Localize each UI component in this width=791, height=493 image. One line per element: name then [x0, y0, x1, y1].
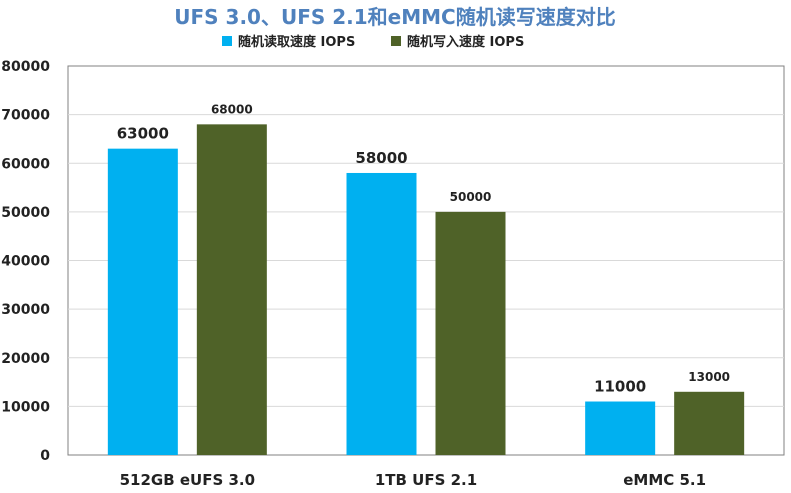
gridlines [68, 114, 784, 407]
x-category-label: 512GB eUFS 3.0 [120, 471, 255, 489]
chart-title: UFS 3.0、UFS 2.1和eMMC随机读写速度对比 [174, 5, 615, 29]
legend-label-read: 随机读取速度 IOPS [238, 34, 355, 50]
y-tick-label: 60000 [1, 156, 50, 172]
y-tick-label: 10000 [1, 399, 50, 415]
legend-label-write: 随机写入速度 IOPS [407, 34, 524, 50]
y-tick-label: 70000 [1, 108, 50, 124]
data-label: 58000 [355, 149, 407, 167]
bar-read [107, 148, 178, 455]
y-tick-label: 20000 [1, 351, 50, 367]
bar-write [196, 124, 267, 455]
data-label: 13000 [688, 370, 730, 384]
y-tick-label: 50000 [1, 205, 50, 221]
bar-read [585, 401, 656, 455]
y-tick-label: 80000 [1, 59, 50, 75]
y-tick-label: 30000 [1, 302, 50, 318]
bar-write [674, 391, 745, 455]
data-labels: 63000 68000 58000 50000 11000 13000 [117, 102, 730, 395]
bars [107, 124, 745, 455]
legend: 随机读取速度 IOPS 随机写入速度 IOPS [222, 34, 524, 50]
x-category-label: eMMC 5.1 [623, 471, 706, 489]
legend-swatch-write [391, 36, 401, 46]
x-category-label: 1TB UFS 2.1 [375, 471, 477, 489]
y-axis-ticks: 0 10000 20000 30000 40000 50000 60000 70000 8000… [1, 59, 50, 464]
bar-write [435, 211, 506, 455]
y-tick-label: 40000 [1, 254, 50, 270]
data-label: 63000 [117, 125, 169, 143]
data-label: 50000 [450, 190, 492, 204]
x-axis-categories: 512GB eUFS 3.0 1TB UFS 2.1 eMMC 5.1 [120, 471, 706, 489]
data-label: 68000 [211, 102, 253, 116]
legend-swatch-read [222, 36, 232, 46]
y-tick-label: 0 [40, 448, 50, 464]
bar-read [346, 172, 417, 455]
data-label: 11000 [594, 378, 646, 396]
